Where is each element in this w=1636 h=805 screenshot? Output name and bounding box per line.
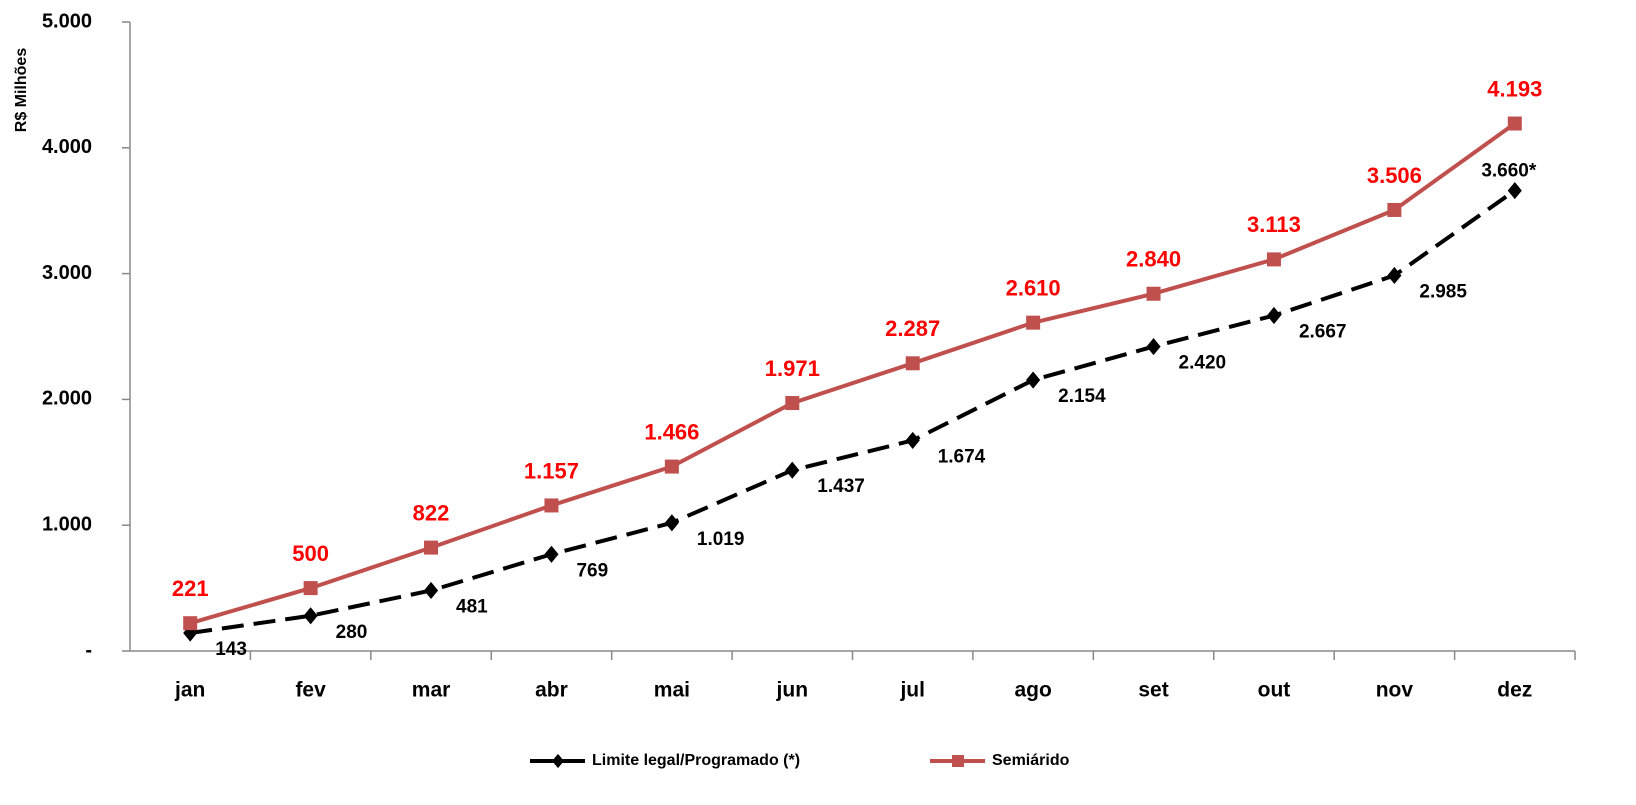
data-label: 280 — [336, 622, 368, 643]
y-tick-label: - — [85, 639, 92, 661]
series-line — [189, 121, 1516, 626]
data-point — [905, 431, 920, 449]
data-label: 2.610 — [1006, 275, 1061, 300]
data-point — [1026, 315, 1041, 330]
data-point — [664, 459, 679, 474]
data-label: 1.971 — [765, 356, 820, 381]
data-label: 221 — [172, 576, 209, 601]
data-label: 481 — [456, 597, 488, 618]
x-tick-label: out — [1258, 679, 1291, 702]
data-label: 1.437 — [817, 476, 865, 497]
data-point — [423, 581, 439, 600]
data-point — [1507, 116, 1522, 131]
data-point — [785, 461, 800, 479]
x-tick-label: jul — [899, 679, 925, 702]
data-point — [183, 624, 198, 642]
x-tick-label: jan — [174, 679, 205, 702]
data-label: 1.157 — [524, 458, 579, 483]
data-point — [1146, 286, 1161, 301]
x-tick-label: abr — [535, 679, 568, 702]
x-tick-label: ago — [1014, 679, 1051, 702]
data-point — [1026, 371, 1041, 389]
x-tick-label: jun — [776, 679, 809, 702]
data-label: 1.466 — [644, 419, 699, 444]
data-point — [905, 356, 920, 371]
data-label: 2.840 — [1126, 247, 1181, 272]
data-label: 1.674 — [938, 446, 986, 467]
data-label: 500 — [292, 541, 329, 566]
y-tick-label: 2.000 — [42, 388, 92, 410]
data-point — [303, 581, 318, 596]
data-point — [1387, 266, 1402, 285]
x-tick-label: mar — [412, 679, 451, 702]
legend-marker — [552, 753, 564, 769]
data-point — [544, 545, 559, 563]
data-label: 2.287 — [885, 316, 940, 341]
x-tick-label: set — [1138, 679, 1168, 702]
x-tick-label: mai — [654, 679, 690, 702]
data-point — [664, 514, 679, 532]
x-tick-label: fev — [295, 679, 326, 702]
series-line — [189, 188, 1516, 635]
data-point — [1266, 252, 1281, 267]
data-point — [424, 540, 439, 555]
data-label: 2.985 — [1419, 282, 1467, 303]
x-tick-label: dez — [1497, 679, 1532, 702]
y-tick-label: 5.000 — [42, 10, 92, 32]
legend-label: Semiárido — [992, 752, 1070, 769]
data-point — [544, 498, 559, 513]
y-tick-label: 4.000 — [42, 136, 92, 158]
data-label: 3.113 — [1247, 212, 1301, 237]
data-point — [1266, 306, 1282, 325]
y-tick-label: 1.000 — [42, 513, 92, 535]
y-tick-label: 3.000 — [42, 262, 92, 284]
data-point — [1507, 182, 1522, 200]
data-point — [1387, 202, 1402, 217]
data-point — [785, 396, 800, 411]
data-label: 769 — [576, 560, 608, 581]
data-label: 2.154 — [1058, 386, 1106, 407]
data-point — [183, 616, 198, 631]
data-label: 3.660* — [1481, 161, 1537, 182]
legend-label: Limite legal/Programado (*) — [592, 752, 800, 769]
data-label: 2.420 — [1179, 353, 1227, 374]
x-tick-label: nov — [1376, 679, 1414, 702]
data-label: 3.506 — [1367, 163, 1422, 188]
data-point — [1146, 337, 1161, 356]
data-label: 822 — [413, 500, 450, 525]
legend-marker — [952, 755, 964, 767]
data-label: 1.019 — [697, 529, 745, 550]
y-axis-title: R$ Milhões — [13, 48, 30, 133]
data-point — [303, 607, 318, 625]
data-label: 143 — [215, 639, 247, 660]
data-label: 2.667 — [1299, 322, 1347, 343]
data-label: 4.193 — [1487, 76, 1542, 101]
